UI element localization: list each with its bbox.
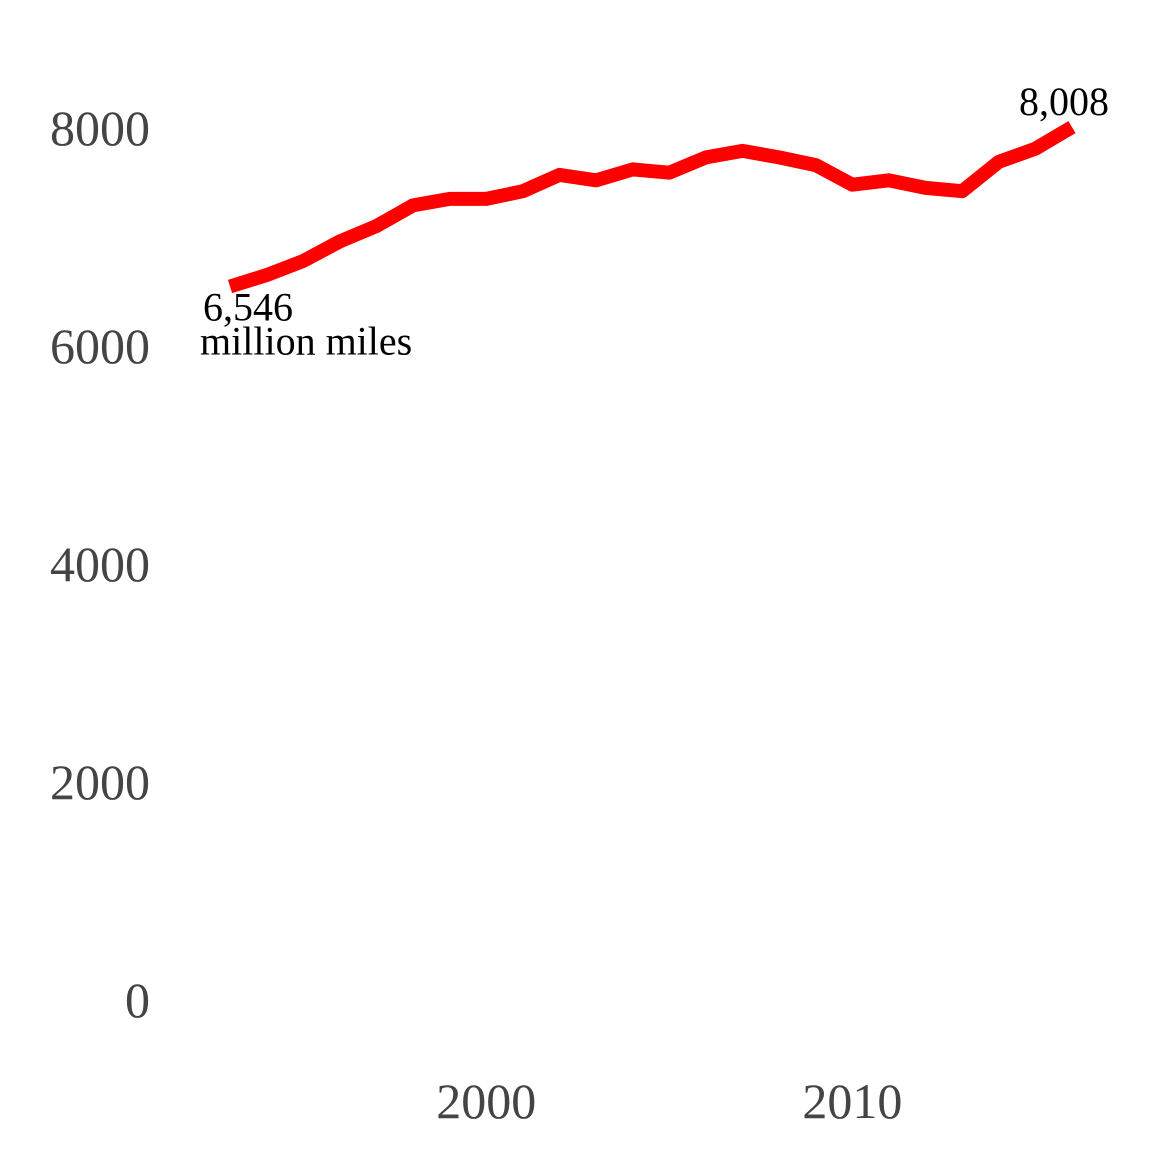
y-tick-label: 0 [125, 972, 150, 1028]
x-axis-ticks: 2000 2010 [436, 1073, 902, 1129]
y-tick-label: 2000 [50, 754, 150, 810]
end-value-label: 8,008 [1019, 79, 1109, 124]
start-unit-label: million miles [200, 318, 412, 363]
series-line [227, 121, 1076, 294]
y-tick-label: 6000 [50, 318, 150, 374]
y-tick-label: 8000 [50, 100, 150, 156]
x-tick-label: 2010 [802, 1073, 902, 1129]
start-value-label: 6,546 [203, 284, 293, 329]
y-axis-ticks: 0 2000 4000 6000 8000 [50, 100, 150, 1028]
y-tick-label: 4000 [50, 536, 150, 592]
x-tick-label: 2000 [436, 1073, 536, 1129]
